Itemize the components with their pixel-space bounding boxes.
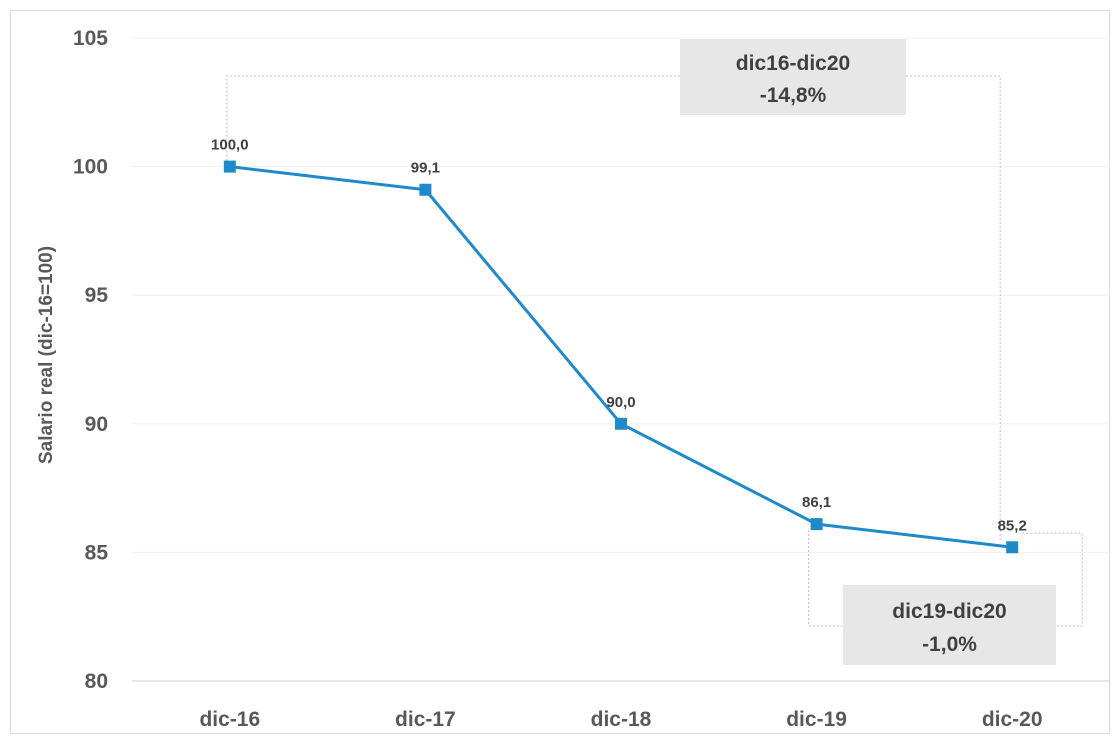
x-tick-label: dic-16 — [199, 708, 260, 731]
data-point-marker — [419, 183, 432, 196]
data-labels: 100,0 99,1 90,0 86,1 85,2 — [211, 137, 1027, 535]
data-label: 86,1 — [802, 494, 831, 511]
annotation-box — [843, 585, 1056, 665]
x-axis-ticks: dic-16 dic-17 dic-18 dic-19 dic-20 — [199, 708, 1042, 731]
series-polyline — [229, 165, 1013, 549]
annotation-boxes: dic16-dic20 -14,8% dic19-dic20 -1,0% — [680, 39, 1056, 665]
annotation-bracket — [808, 530, 1083, 627]
annotation-value: -14,8% — [760, 84, 827, 107]
y-tick-label: 95 — [85, 284, 109, 307]
data-label: 85,2 — [998, 517, 1027, 534]
x-tick-label: dic-20 — [982, 708, 1043, 731]
data-label: 90,0 — [606, 394, 635, 411]
data-label: 100,0 — [211, 137, 249, 154]
data-point-marker — [810, 518, 823, 531]
annotation-label: dic19-dic20 — [892, 600, 1006, 623]
y-tick-label: 80 — [85, 670, 108, 693]
annotation-bracket — [226, 75, 1001, 542]
data-point-marker — [1006, 541, 1019, 554]
x-tick-label: dic-17 — [395, 708, 456, 731]
annotation-label: dic16-dic20 — [736, 52, 850, 75]
y-tick-label: 85 — [85, 541, 109, 564]
y-tick-label: 100 — [73, 156, 108, 179]
x-tick-label: dic-18 — [591, 708, 652, 731]
series-line — [223, 160, 1019, 554]
data-point-marker — [615, 417, 627, 430]
data-point-marker — [223, 160, 236, 173]
data-label: 99,1 — [411, 160, 440, 177]
y-tick-label: 105 — [73, 27, 108, 50]
annotation-brackets — [226, 75, 1083, 627]
y-tick-label: 90 — [85, 413, 108, 436]
annotation-value: -1,0% — [922, 633, 977, 656]
annotation-box — [680, 39, 906, 115]
y-axis-ticks: 80 85 90 95 100 105 — [73, 27, 108, 693]
x-tick-label: dic-19 — [786, 708, 847, 731]
gridlines — [132, 37, 1110, 682]
y-axis-label: Salario real (dic-16=100) — [36, 246, 57, 464]
